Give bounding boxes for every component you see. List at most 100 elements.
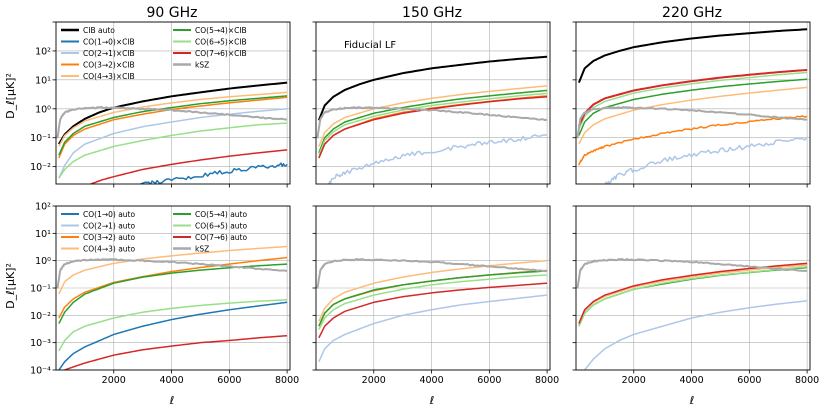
y-axis-label-top: D_ℓ[μK]²	[4, 73, 17, 119]
series-line-co-2-1-cib	[604, 137, 808, 184]
x-tick-label: 4000	[159, 375, 183, 386]
chart-panel-top-left: 10⁻² 10⁻¹ 10⁰ 10¹ 10² CIB auto CO(1→0)×CIB CO(2…	[30, 21, 291, 188]
series-line-ksz	[316, 106, 548, 139]
series-line-co-2-1-auto	[584, 300, 808, 370]
series-line-cib-auto	[58, 81, 288, 145]
series-group	[576, 258, 808, 370]
y-tick-label: 10⁻³	[30, 338, 51, 349]
series-line-co-6-5-cib	[58, 122, 288, 179]
series-line-co-7-6-auto	[64, 334, 288, 370]
y-tick-label: 10⁻²	[30, 162, 51, 173]
x-axis-label-middle: ℓ	[429, 394, 435, 407]
column-title-220ghz: 220 GHz	[662, 5, 722, 21]
series-group	[56, 81, 288, 184]
x-tick-label: 6000	[477, 375, 501, 386]
legend-entry: CO(6→5) auto	[195, 221, 247, 230]
series-line-ksz	[56, 106, 288, 139]
series-line-cib-auto	[577, 28, 808, 84]
series-group	[316, 55, 548, 184]
series-line-ksz	[576, 258, 808, 289]
panel-frame	[575, 21, 811, 185]
panel-frame	[55, 21, 291, 185]
series-line-co-5-4-auto	[58, 263, 288, 324]
legend-entry: kSZ	[195, 60, 209, 69]
series-line-co-4-3-auto	[58, 245, 288, 295]
series-line-co-1-0-auto	[58, 301, 288, 370]
legend-entry: CIB auto	[83, 26, 115, 35]
series-line-co-1-0-cib	[139, 162, 288, 184]
series-line-co-4-3-cib	[58, 91, 288, 147]
x-tick-label: 2000	[362, 375, 386, 386]
y-tick-label: 10⁰	[35, 104, 51, 115]
column-title-150ghz: 150 GHz	[402, 5, 462, 21]
series-line-co-6-5-auto	[58, 299, 288, 352]
column-title-90ghz: 90 GHz	[147, 5, 198, 21]
series-line-co-2-1-auto	[318, 294, 548, 363]
legend-entry: CO(4→3) auto	[83, 244, 135, 253]
series-line-co-3-2-cib	[578, 115, 808, 166]
x-tick-label: 4000	[419, 375, 443, 386]
x-tick-label: 2000	[102, 375, 126, 386]
y-tick-label: 10⁻¹	[30, 133, 51, 144]
x-tick-label: 4000	[679, 375, 703, 386]
legend-entry: CO(7→6)×CIB	[195, 49, 247, 58]
legend-entry: CO(4→3)×CIB	[83, 72, 135, 81]
series-line-co-2-1-cib	[58, 108, 288, 179]
series-line-co-5-4-cib	[58, 95, 288, 156]
legend-entry: CO(1→0)×CIB	[83, 37, 135, 46]
series-line-co-5-4-cib	[578, 78, 808, 136]
series-line-co-6-5-auto	[578, 265, 808, 327]
series-group	[56, 245, 288, 370]
legend-entry: CO(5→4)×CIB	[195, 26, 247, 35]
chart-panel-top-right	[572, 21, 811, 188]
x-tick-label: 2000	[622, 375, 646, 386]
series-line-co-4-3-auto	[578, 264, 808, 324]
series-line-co-7-6-cib	[90, 149, 288, 184]
legend-entry: CO(6→5)×CIB	[195, 37, 247, 46]
legend-entry: CO(3→2)×CIB	[83, 60, 135, 69]
panel-frame	[315, 21, 551, 185]
series-line-co-4-3-auto	[318, 259, 548, 322]
chart-panel-top-middle: Fiducial LF	[312, 21, 551, 188]
x-tick-label: 6000	[737, 375, 761, 386]
y-tick-label: 10¹	[35, 75, 51, 86]
legend-entry: CO(2→1)×CIB	[83, 49, 135, 58]
y-tick-label: 10⁻¹	[30, 284, 51, 295]
panel-frame	[315, 205, 551, 371]
series-group	[576, 28, 808, 184]
series-line-co-5-4-auto	[318, 270, 548, 327]
series-line-cib-auto	[317, 55, 548, 121]
legend-entry: CO(2→1) auto	[83, 221, 135, 230]
panel-frame	[575, 205, 811, 371]
series-line-co-6-5-auto	[318, 274, 548, 330]
series-line-co-6-5-cib	[318, 92, 548, 156]
y-tick-label: 10⁰	[35, 256, 51, 267]
series-group	[316, 258, 548, 363]
x-tick-label: 8000	[535, 375, 559, 386]
legend: CIB auto CO(1→0)×CIB CO(2→1)×CIB CO(3→2)×CI…	[61, 26, 247, 81]
chart-panel-bottom-right: 2000 4000 6000 8000	[572, 205, 819, 386]
y-tick-label: 10¹	[35, 229, 51, 240]
chart-panel-bottom-middle: 2000 4000 6000 8000	[312, 205, 559, 386]
panel-frame	[55, 205, 291, 371]
series-line-co-7-6-cib	[318, 96, 548, 159]
x-tick-label: 8000	[795, 375, 819, 386]
series-line-co-5-4-cib	[318, 89, 548, 154]
x-axis-label-left: ℓ	[169, 394, 175, 407]
legend-entry: CO(1→0) auto	[83, 210, 135, 219]
legend-entry: CO(3→2) auto	[83, 233, 135, 242]
series-line-co-2-1-cib	[325, 134, 548, 184]
x-tick-label: 8000	[275, 375, 299, 386]
series-line-co-7-6-cib	[577, 68, 808, 127]
y-tick-label: 10²	[35, 202, 51, 213]
panels: 10⁻² 10⁻¹ 10⁰ 10¹ 10² CIB auto CO(1→0)×CIB CO(2…	[30, 21, 819, 387]
y-tick-label: 10⁻⁴	[30, 366, 51, 377]
series-line-ksz	[576, 106, 808, 139]
legend-entry: CO(7→6) auto	[195, 233, 247, 242]
x-tick-label: 6000	[217, 375, 241, 386]
y-axis-label-bottom: D_ℓ[μK]²	[4, 263, 17, 309]
annotation-fiducial-lf: Fiducial LF	[344, 40, 396, 51]
chart-panel-bottom-left: 2000 4000 6000 8000 10⁻⁴ 10⁻³ 10⁻² 10⁻¹ 10⁰ 10¹ 10…	[30, 202, 299, 387]
series-line-co-3-2-cib	[58, 96, 288, 159]
